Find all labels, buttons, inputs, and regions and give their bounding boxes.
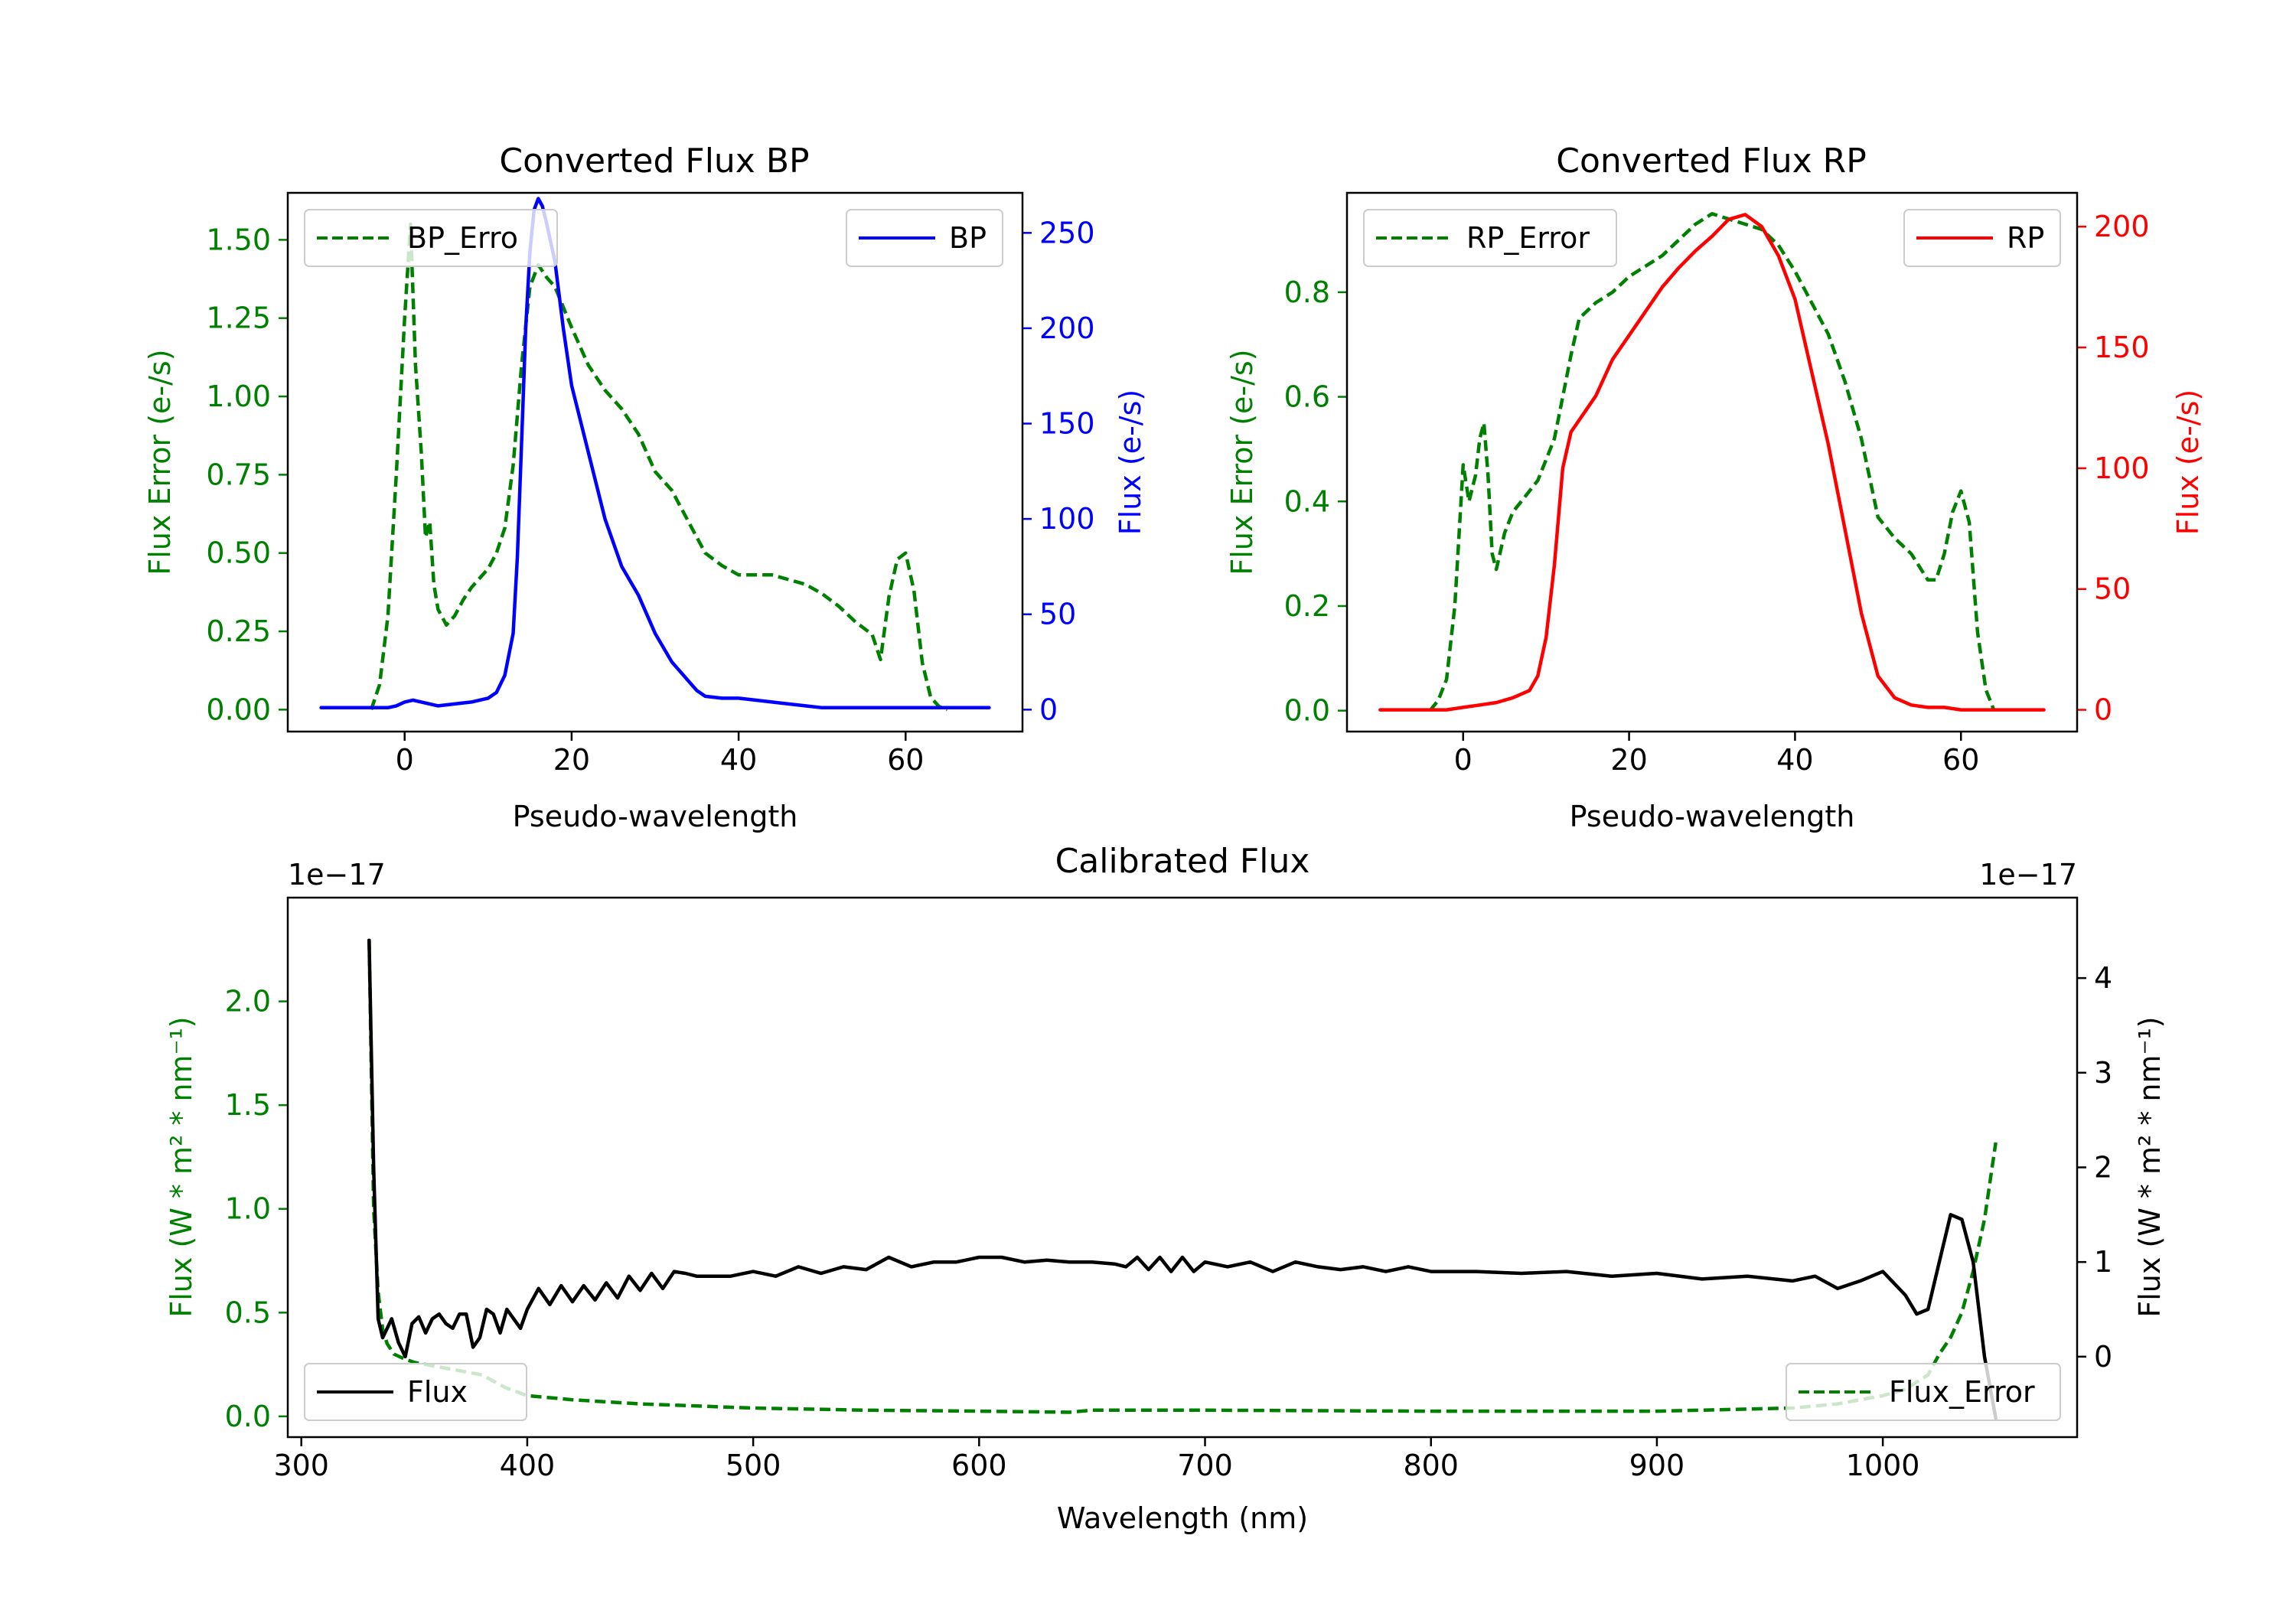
rp-flux-legend-label: RP xyxy=(2007,221,2044,255)
bp-left-y-tick-label: 1.25 xyxy=(206,302,271,335)
calibrated-x-tick-label: 500 xyxy=(726,1449,781,1482)
rp-plot-frame xyxy=(1345,191,2079,733)
rp-flux-legend: RP xyxy=(1903,209,2061,267)
bp-chart-title: Converted Flux BP xyxy=(499,142,809,181)
calibrated-x-axis-label: Wavelength (nm) xyxy=(1057,1501,1308,1535)
calibrated-right-offset: 1e−17 xyxy=(1979,858,2077,892)
rp-series-rp-error xyxy=(1428,212,1996,712)
calibrated-flux-legend: Flux xyxy=(304,1363,527,1421)
bp-left-y-tick-label: 1.00 xyxy=(206,380,271,413)
bp-right-axis-label: Flux (e-/s) xyxy=(1114,390,1147,535)
calibrated-left-axis-label: Flux (W * m² * nm⁻¹) xyxy=(165,1016,198,1317)
bp-right-y-tick-label: 50 xyxy=(1039,598,1076,631)
calibrated-right-y-tick-label: 0 xyxy=(2094,1340,2112,1374)
calibrated-error-legend: Flux_Error xyxy=(1786,1363,2061,1421)
bp-error-legend: BP_Erro xyxy=(304,209,558,267)
calibrated-left-offset: 1e−17 xyxy=(288,858,386,892)
rp-error-legend: RP_Error xyxy=(1363,209,1617,267)
bp-right-y-tick-label: 200 xyxy=(1039,311,1095,345)
bp-panel: Converted Flux BP 0 20 40 60 0.00 0.25 0.50 0.7… xyxy=(143,142,1147,833)
bp-ticks: 0 20 40 60 0.00 0.25 0.50 0.75 1.00 1.25 1.50 0 50 10… xyxy=(206,216,1094,777)
bp-series-bp-error xyxy=(369,222,948,712)
calibrated-series-flux xyxy=(367,938,1998,1420)
rp-ticks: 0 20 40 60 0.0 0.2 0.4 0.6 0.8 0 50 100 150 200 xyxy=(1284,210,2150,777)
bp-plot-frame xyxy=(286,191,1024,733)
calibrated-left-y-tick-label: 1.5 xyxy=(225,1088,271,1122)
rp-left-y-tick-label: 0.6 xyxy=(1284,380,1330,414)
calibrated-x-tick-label: 700 xyxy=(1177,1449,1233,1482)
calibrated-error-legend-box xyxy=(1786,1363,2061,1421)
calibrated-x-tick-label: 800 xyxy=(1403,1449,1459,1482)
bp-left-y-tick-label: 0.00 xyxy=(206,693,271,726)
rp-right-y-tick-label: 150 xyxy=(2094,331,2150,364)
bp-left-y-tick-label: 0.75 xyxy=(206,458,271,491)
bp-right-y-tick-label: 100 xyxy=(1039,502,1095,536)
bp-error-legend-label: BP_Erro xyxy=(407,221,518,255)
rp-panel: Converted Flux RP 0 20 40 60 0.0 0.2 0.4 0.6 0.8… xyxy=(1225,142,2205,833)
calibrated-chart-title: Calibrated Flux xyxy=(1055,842,1310,881)
rp-left-y-tick-label: 0.8 xyxy=(1284,275,1330,309)
rp-series xyxy=(1378,212,2046,712)
calibrated-flux-legend-label: Flux xyxy=(407,1375,468,1409)
calibrated-x-tick-label: 600 xyxy=(951,1449,1007,1482)
calibrated-ticks: 300 400 500 600 700 800 900 1000 0.0 0.5 1.0 1.5 2.0… xyxy=(225,961,2113,1482)
rp-right-y-tick-label: 0 xyxy=(2094,693,2112,727)
rp-x-tick-label: 40 xyxy=(1776,743,1813,777)
calibrated-x-tick-label: 400 xyxy=(500,1449,556,1482)
calibrated-right-axis-label: Flux (W * m² * nm⁻¹) xyxy=(2133,1016,2167,1317)
rp-right-y-tick-label: 50 xyxy=(2094,572,2131,606)
rp-right-y-tick-label: 100 xyxy=(2094,451,2150,485)
bp-right-y-tick-label: 0 xyxy=(1039,693,1058,726)
rp-x-tick-label: 20 xyxy=(1610,743,1647,777)
rp-x-tick-label: 60 xyxy=(1942,743,1979,777)
calibrated-x-tick-label: 300 xyxy=(273,1449,329,1482)
calibrated-panel: Calibrated Flux 1e−17 1e−17 300 400 500 600… xyxy=(165,842,2167,1535)
bp-flux-legend-label: BP xyxy=(949,221,987,255)
rp-x-axis-label: Pseudo-wavelength xyxy=(1570,800,1855,833)
rp-right-axis-label: Flux (e-/s) xyxy=(2171,390,2205,535)
calibrated-right-y-tick-label: 4 xyxy=(2094,961,2112,995)
calibrated-right-y-tick-label: 3 xyxy=(2094,1056,2112,1090)
rp-x-tick-label: 0 xyxy=(1454,743,1473,777)
calibrated-left-y-tick-label: 1.0 xyxy=(225,1192,271,1226)
bp-x-tick-label: 40 xyxy=(720,743,757,777)
rp-left-y-tick-label: 0.2 xyxy=(1284,589,1330,623)
calibrated-left-y-tick-label: 0.5 xyxy=(225,1296,271,1329)
bp-left-y-tick-label: 1.50 xyxy=(206,223,271,256)
bp-left-y-tick-label: 0.25 xyxy=(206,614,271,648)
calibrated-x-tick-label: 900 xyxy=(1629,1449,1685,1482)
bp-flux-legend: BP xyxy=(846,209,1003,267)
rp-right-y-tick-label: 200 xyxy=(2094,210,2150,243)
bp-right-y-tick-label: 250 xyxy=(1039,216,1095,249)
calibrated-right-y-tick-label: 1 xyxy=(2094,1245,2112,1279)
rp-error-legend-label: RP_Error xyxy=(1466,221,1590,255)
calibrated-error-legend-label: Flux_Error xyxy=(1889,1375,2035,1409)
rp-left-y-tick-label: 0.0 xyxy=(1284,694,1330,728)
rp-chart-title: Converted Flux RP xyxy=(1556,142,1867,181)
rp-left-y-tick-label: 0.4 xyxy=(1284,484,1330,518)
calibrated-left-y-tick-label: 2.0 xyxy=(225,985,271,1019)
bp-left-axis-label: Flux Error (e-/s) xyxy=(143,349,177,575)
rp-error-legend-box xyxy=(1363,209,1617,267)
bp-x-tick-label: 60 xyxy=(887,743,924,777)
bp-right-y-tick-label: 150 xyxy=(1039,407,1095,441)
calibrated-plot-frame xyxy=(286,896,2079,1439)
calibrated-flux-legend-box xyxy=(304,1363,527,1421)
bp-x-axis-label: Pseudo-wavelength xyxy=(513,800,798,833)
calibrated-left-y-tick-label: 0.0 xyxy=(225,1400,271,1433)
bp-error-legend-box xyxy=(304,209,558,267)
bp-x-tick-label: 20 xyxy=(553,743,590,777)
calibrated-x-tick-label: 1000 xyxy=(1846,1449,1920,1482)
bp-x-tick-label: 0 xyxy=(396,743,414,777)
rp-series-rp xyxy=(1378,213,2046,712)
bp-left-y-tick-label: 0.50 xyxy=(206,536,271,570)
rp-left-axis-label: Flux Error (e-/s) xyxy=(1225,349,1259,575)
calibrated-right-y-tick-label: 2 xyxy=(2094,1151,2112,1185)
